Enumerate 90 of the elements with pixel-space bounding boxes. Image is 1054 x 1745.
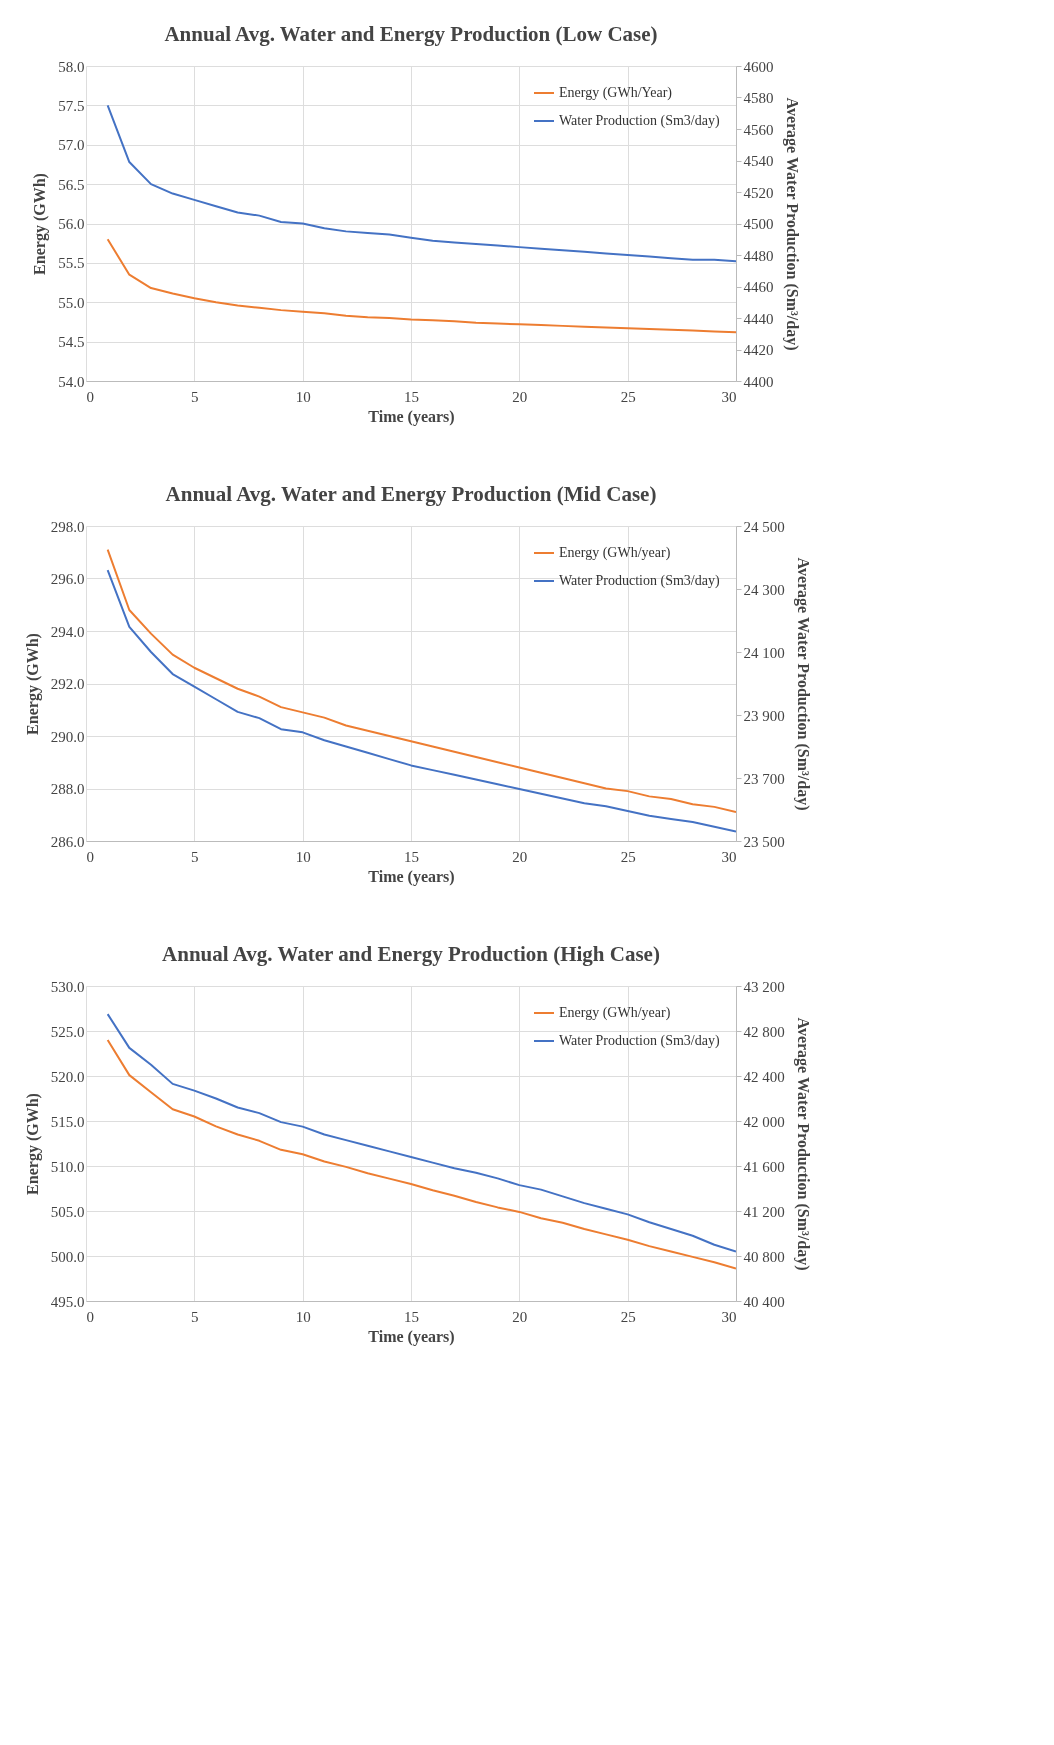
y-tick-label: 294.0 — [50, 623, 85, 640]
x-tick-label: 10 — [295, 388, 311, 405]
x-tick-label: 20 — [512, 848, 528, 865]
y2-tick-label: 41 600 — [743, 1158, 785, 1175]
x-tick-label: 5 — [191, 1308, 199, 1325]
y-tick-label: 56.0 — [58, 216, 85, 232]
x-tick-label: 30 — [721, 388, 737, 405]
line-series — [106, 104, 736, 263]
x-tick-label: 15 — [404, 388, 419, 405]
y-tick-label: 290.0 — [50, 728, 85, 745]
y2-tick-label: 42 400 — [743, 1068, 785, 1085]
y2-tick-label: 41 200 — [743, 1203, 785, 1220]
x-tick-label: 5 — [191, 848, 199, 865]
x-tick-label: 25 — [620, 848, 636, 865]
y2-axis-title: Average Water Production (Sm³/day) — [793, 557, 812, 811]
x-tick-label: 30 — [721, 848, 737, 865]
y-axis-title: Energy (GWh) — [23, 1093, 42, 1195]
y-tick-label: 520.0 — [50, 1068, 85, 1085]
y2-axis-title: Average Water Production (Sm³/day) — [793, 1017, 812, 1271]
legend-label: Energy (GWh/Year) — [559, 85, 673, 101]
y2-tick-label: 4460 — [743, 279, 774, 295]
legend-label: Energy (GWh/year) — [559, 1005, 671, 1021]
y2-axis-title: Average Water Production (Sm³/day) — [782, 97, 801, 351]
y2-tick-label: 23 700 — [743, 770, 785, 787]
y2-tick-label: 42 000 — [743, 1113, 785, 1130]
y-tick-label: 54.0 — [58, 373, 85, 390]
y2-tick-label: 4560 — [743, 121, 774, 138]
chart-title: Annual Avg. Water and Energy Production (High Case) — [162, 942, 660, 966]
y-tick-label: 58.0 — [58, 58, 85, 75]
chart-title: Annual Avg. Water and Energy Production (Low Case) — [164, 22, 658, 46]
y-tick-label: 525.0 — [50, 1023, 85, 1040]
y2-tick-label: 40 800 — [743, 1248, 785, 1265]
y-tick-label: 55.0 — [58, 294, 85, 311]
y-tick-label: 288.0 — [50, 781, 85, 797]
y2-tick-label: 4500 — [743, 216, 774, 232]
y2-tick-label: 4520 — [743, 184, 774, 201]
x-tick-label: 15 — [404, 1308, 419, 1325]
y2-tick-label: 23 500 — [743, 833, 785, 850]
y-tick-label: 55.5 — [58, 255, 85, 272]
y2-tick-label: 42 800 — [743, 1023, 785, 1040]
x-tick-label: 25 — [620, 388, 636, 405]
y2-tick-label: 4400 — [743, 373, 774, 390]
y-tick-label: 515.0 — [50, 1113, 85, 1130]
x-tick-label: 25 — [620, 1308, 636, 1325]
y-tick-label: 530.0 — [50, 978, 85, 995]
x-axis-title: Time (years) — [368, 1327, 455, 1346]
y2-tick-label: 23 900 — [743, 707, 785, 724]
y-axis-title: Energy (GWh) — [31, 173, 50, 275]
y2-tick-label: 4580 — [743, 90, 774, 106]
y2-tick-label: 4440 — [743, 310, 774, 327]
y-tick-label: 286.0 — [50, 833, 85, 850]
legend-label: Energy (GWh/year) — [559, 545, 671, 561]
y2-tick-label: 4480 — [743, 247, 774, 264]
y2-tick-label: 40 400 — [743, 1293, 785, 1310]
x-tick-label: 0 — [86, 388, 94, 405]
x-tick-label: 0 — [86, 1308, 94, 1325]
legend-label: Water Production (Sm3/day) — [559, 573, 720, 589]
legend-label: Water Production (Sm3/day) — [559, 113, 720, 129]
y2-tick-label: 4540 — [743, 153, 774, 169]
legend-label: Water Production (Sm3/day) — [559, 1033, 720, 1049]
y-tick-label: 296.0 — [50, 571, 85, 587]
y2-tick-label: 4420 — [743, 342, 774, 358]
y-tick-label: 54.5 — [58, 334, 85, 351]
y-tick-label: 57.0 — [58, 137, 85, 154]
y2-tick-label: 24 500 — [743, 518, 785, 535]
y2-tick-label: 43 200 — [743, 978, 785, 995]
y-tick-label: 495.0 — [50, 1293, 85, 1310]
x-axis-title: Time (years) — [368, 867, 455, 886]
x-tick-label: 5 — [191, 388, 199, 405]
x-axis-title: Time (years) — [368, 407, 455, 426]
y-axis-title: Energy (GWh) — [23, 633, 42, 735]
y2-tick-label: 24 100 — [743, 644, 785, 661]
y-tick-label: 56.5 — [58, 176, 85, 193]
y-tick-label: 510.0 — [50, 1158, 85, 1175]
y-tick-label: 57.5 — [58, 97, 85, 114]
y-tick-label: 292.0 — [50, 676, 85, 692]
y-tick-label: 505.0 — [50, 1203, 85, 1220]
x-tick-label: 20 — [512, 1308, 528, 1325]
x-tick-label: 20 — [512, 388, 528, 405]
y-tick-label: 500.0 — [50, 1248, 85, 1265]
y2-tick-label: 4600 — [743, 58, 774, 75]
x-tick-label: 10 — [295, 848, 311, 865]
y-tick-label: 298.0 — [50, 518, 85, 535]
x-tick-label: 30 — [721, 1308, 737, 1325]
x-tick-label: 0 — [86, 848, 94, 865]
x-tick-label: 15 — [404, 848, 419, 865]
x-tick-label: 10 — [295, 1308, 311, 1325]
line-series — [106, 238, 736, 334]
chart-title: Annual Avg. Water and Energy Production (Mid Case) — [165, 482, 657, 506]
y2-tick-label: 24 300 — [743, 581, 785, 598]
